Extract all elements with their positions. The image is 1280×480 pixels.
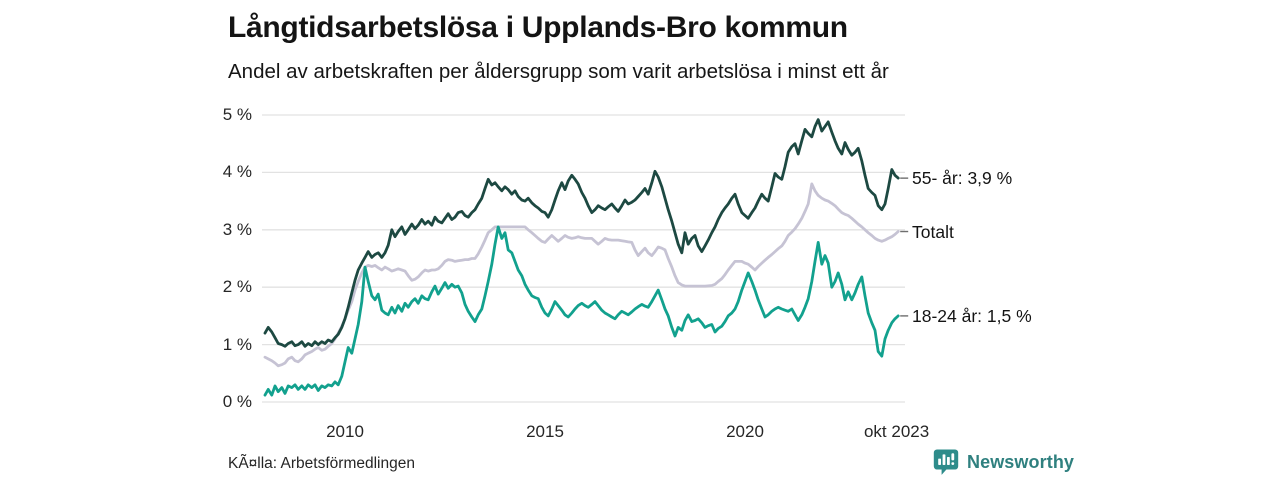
- source-note: KÃ¤lla: Arbetsförmedlingen: [228, 455, 415, 472]
- series-end-label-18-24-ar: 18-24 år: 1,5 %: [912, 305, 1032, 326]
- page-title: Långtidsarbetslösa i Upplands-Bro kommun: [228, 11, 848, 44]
- series-line-55-ar: [263, 118, 900, 348]
- y-axis-tick-label: 2 %: [222, 277, 252, 297]
- x-axis-tick-label: 2015: [526, 422, 564, 441]
- newsworthy-logo-icon: [933, 448, 959, 476]
- chart-subtitle: Andel av arbetskraften per åldersgrupp s…: [228, 60, 889, 83]
- x-axis-tick-label: 2010: [326, 422, 364, 441]
- y-axis-tick-label: 3 %: [222, 219, 252, 239]
- series-end-label-totalt: Totalt: [912, 221, 954, 242]
- newsworthy-brand: Newsworthy: [933, 448, 1074, 476]
- y-axis-tick-label: 0 %: [222, 392, 252, 411]
- y-axis-tick-label: 1 %: [222, 334, 252, 354]
- y-axis-tick-label: 5 %: [222, 105, 252, 124]
- series-line-18-24-ar: [263, 225, 900, 397]
- x-axis-tick-label: okt 2023: [863, 422, 930, 441]
- y-axis-tick-label: 4 %: [222, 162, 252, 182]
- series-line-totalt: [263, 182, 900, 368]
- newsworthy-wordmark: Newsworthy: [967, 451, 1075, 472]
- series-end-label-55-ar: 55- år: 3,9 %: [912, 168, 1013, 189]
- x-axis-tick-label: 2020: [726, 422, 764, 441]
